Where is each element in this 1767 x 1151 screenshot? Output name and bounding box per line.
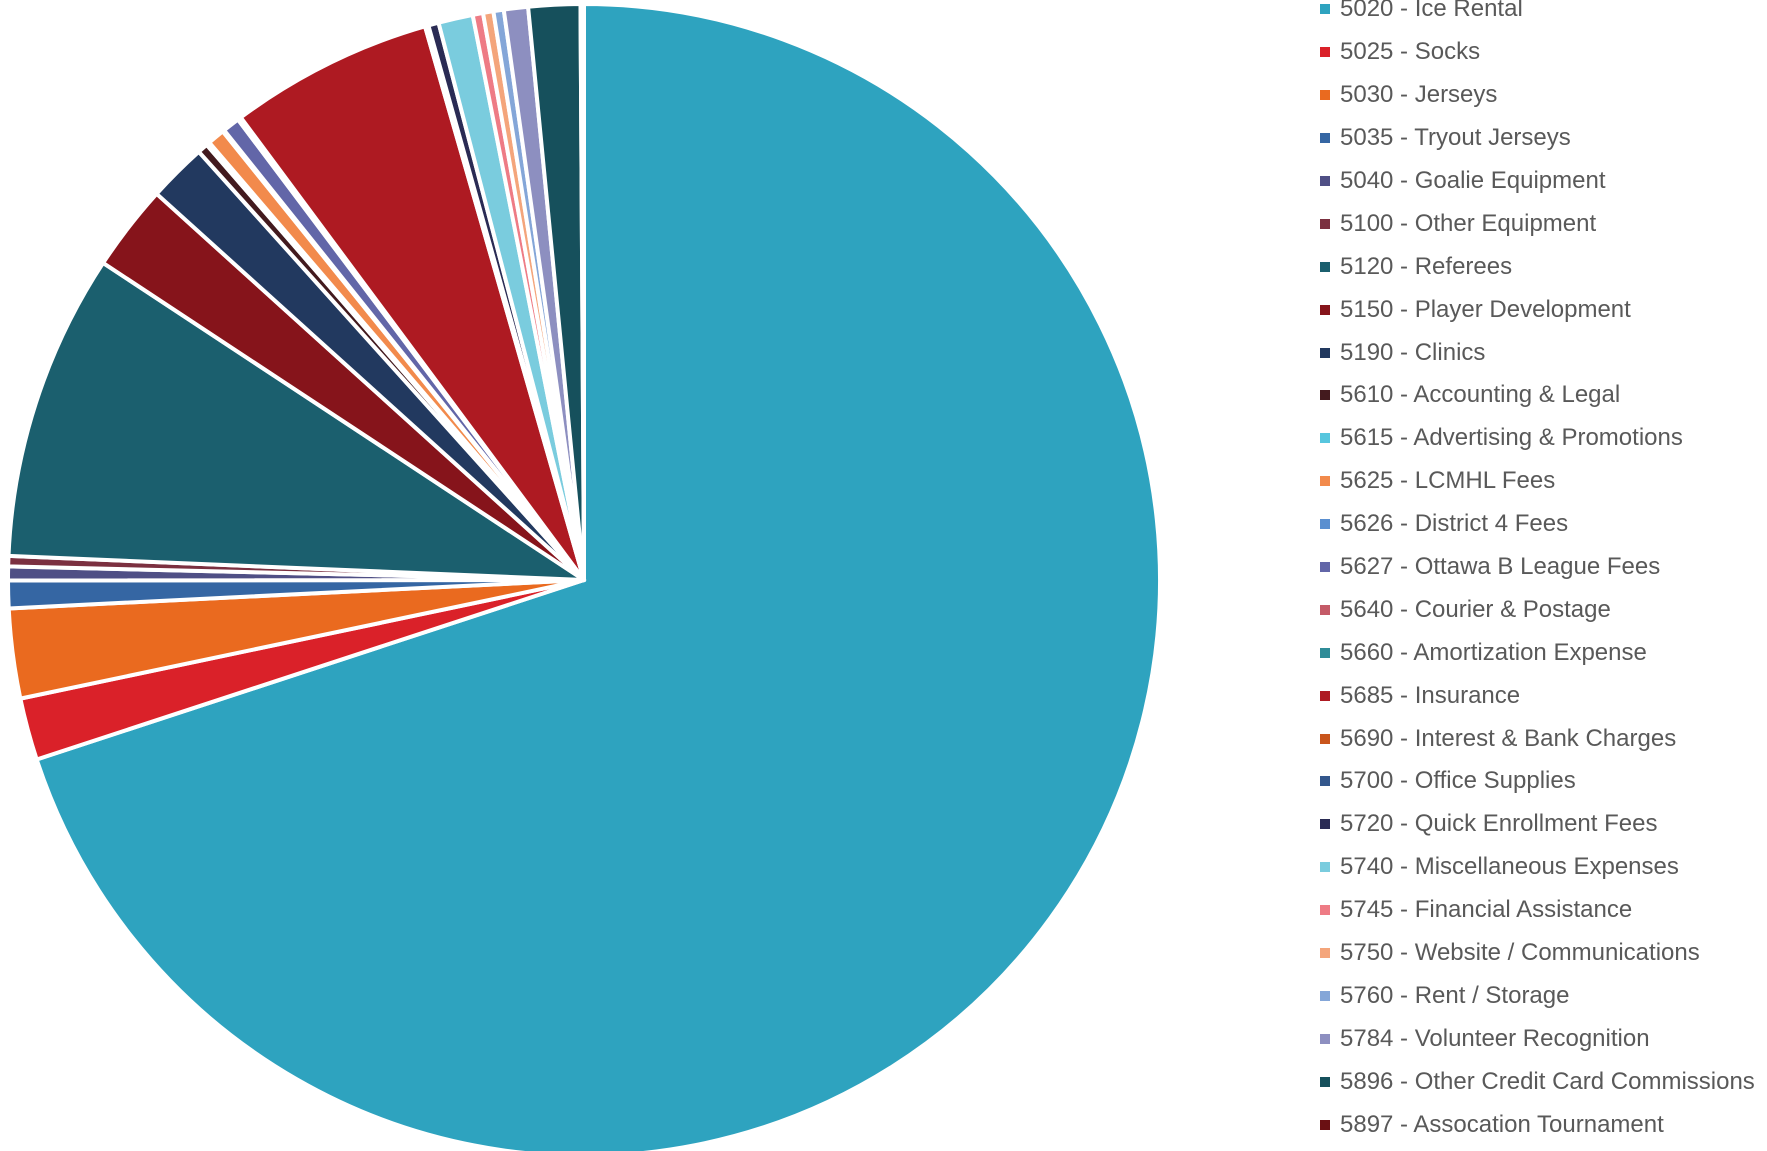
legend-item-5615: 5615 - Advertising & Promotions <box>1320 417 1755 460</box>
legend-swatch <box>1320 176 1330 186</box>
legend-label: 5896 - Other Credit Card Commissions <box>1340 1068 1755 1096</box>
legend-swatch <box>1320 390 1330 400</box>
legend-item-5020: 5020 - Ice Rental <box>1320 0 1755 31</box>
legend-swatch <box>1320 90 1330 100</box>
legend-item-5740: 5740 - Miscellaneous Expenses <box>1320 846 1755 889</box>
legend-label: 5897 - Assocation Tournament <box>1340 1111 1664 1139</box>
legend-swatch <box>1320 948 1330 958</box>
legend-item-5750: 5750 - Website / Communications <box>1320 932 1755 975</box>
legend-label: 5784 - Volunteer Recognition <box>1340 1025 1650 1053</box>
legend-item-5626: 5626 - District 4 Fees <box>1320 503 1755 546</box>
legend-swatch <box>1320 433 1330 443</box>
legend-swatch <box>1320 133 1330 143</box>
legend-label: 5190 - Clinics <box>1340 339 1485 367</box>
legend-swatch <box>1320 905 1330 915</box>
legend-item-5897: 5897 - Assocation Tournament <box>1320 1103 1755 1146</box>
legend-label: 5120 - Referees <box>1340 253 1512 281</box>
legend-swatch <box>1320 862 1330 872</box>
legend-swatch <box>1320 305 1330 315</box>
legend-label: 5685 - Insurance <box>1340 682 1520 710</box>
legend-swatch <box>1320 1077 1330 1087</box>
legend-item-5040: 5040 - Goalie Equipment <box>1320 160 1755 203</box>
pie-slices <box>8 4 1160 1151</box>
legend-swatch <box>1320 476 1330 486</box>
legend-label: 5100 - Other Equipment <box>1340 210 1596 238</box>
legend-label: 5030 - Jerseys <box>1340 81 1497 109</box>
legend-swatch <box>1320 562 1330 572</box>
legend-label: 5760 - Rent / Storage <box>1340 982 1569 1010</box>
legend-label: 5745 - Financial Assistance <box>1340 896 1632 924</box>
legend-item-5685: 5685 - Insurance <box>1320 674 1755 717</box>
legend-swatch <box>1320 691 1330 701</box>
legend-label: 5150 - Player Development <box>1340 296 1631 324</box>
legend-item-5745: 5745 - Financial Assistance <box>1320 889 1755 932</box>
legend: 5020 - Ice Rental 5025 - Socks 5030 - Jers… <box>1320 0 1755 1146</box>
legend-swatch <box>1320 4 1330 14</box>
legend-item-5120: 5120 - Referees <box>1320 245 1755 288</box>
legend-swatch <box>1320 776 1330 786</box>
legend-item-5610: 5610 - Accounting & Legal <box>1320 374 1755 417</box>
legend-label: 5660 - Amortization Expense <box>1340 639 1647 667</box>
legend-label: 5627 - Ottawa B League Fees <box>1340 553 1660 581</box>
legend-swatch <box>1320 991 1330 1001</box>
legend-item-5627: 5627 - Ottawa B League Fees <box>1320 546 1755 589</box>
legend-swatch <box>1320 648 1330 658</box>
legend-swatch <box>1320 519 1330 529</box>
legend-swatch <box>1320 734 1330 744</box>
legend-item-5190: 5190 - Clinics <box>1320 331 1755 374</box>
legend-label: 5035 - Tryout Jerseys <box>1340 124 1571 152</box>
legend-item-5625: 5625 - LCMHL Fees <box>1320 460 1755 503</box>
legend-swatch <box>1320 262 1330 272</box>
legend-item-5640: 5640 - Courier & Postage <box>1320 588 1755 631</box>
legend-label: 5040 - Goalie Equipment <box>1340 167 1606 195</box>
legend-item-5660: 5660 - Amortization Expense <box>1320 631 1755 674</box>
legend-swatch <box>1320 605 1330 615</box>
legend-item-5896: 5896 - Other Credit Card Commissions <box>1320 1060 1755 1103</box>
legend-swatch <box>1320 1034 1330 1044</box>
legend-swatch <box>1320 819 1330 829</box>
legend-swatch <box>1320 219 1330 229</box>
legend-item-5100: 5100 - Other Equipment <box>1320 202 1755 245</box>
legend-item-5760: 5760 - Rent / Storage <box>1320 974 1755 1017</box>
legend-item-5035: 5035 - Tryout Jerseys <box>1320 117 1755 160</box>
legend-label: 5615 - Advertising & Promotions <box>1340 424 1683 452</box>
legend-item-5690: 5690 - Interest & Bank Charges <box>1320 717 1755 760</box>
legend-item-5150: 5150 - Player Development <box>1320 288 1755 331</box>
legend-label: 5750 - Website / Communications <box>1340 939 1700 967</box>
legend-item-5700: 5700 - Office Supplies <box>1320 760 1755 803</box>
legend-label: 5025 - Socks <box>1340 38 1480 66</box>
legend-label: 5626 - District 4 Fees <box>1340 510 1568 538</box>
legend-swatch <box>1320 47 1330 57</box>
legend-label: 5640 - Courier & Postage <box>1340 596 1611 624</box>
legend-label: 5020 - Ice Rental <box>1340 0 1523 23</box>
legend-item-5025: 5025 - Socks <box>1320 31 1755 74</box>
legend-label: 5610 - Accounting & Legal <box>1340 381 1620 409</box>
legend-item-5784: 5784 - Volunteer Recognition <box>1320 1017 1755 1060</box>
legend-swatch <box>1320 1120 1330 1130</box>
legend-item-5030: 5030 - Jerseys <box>1320 74 1755 117</box>
legend-label: 5720 - Quick Enrollment Fees <box>1340 810 1657 838</box>
legend-label: 5690 - Interest & Bank Charges <box>1340 725 1676 753</box>
legend-swatch <box>1320 348 1330 358</box>
legend-item-5720: 5720 - Quick Enrollment Fees <box>1320 803 1755 846</box>
legend-label: 5700 - Office Supplies <box>1340 767 1576 795</box>
legend-label: 5740 - Miscellaneous Expenses <box>1340 853 1679 881</box>
legend-label: 5625 - LCMHL Fees <box>1340 467 1555 495</box>
